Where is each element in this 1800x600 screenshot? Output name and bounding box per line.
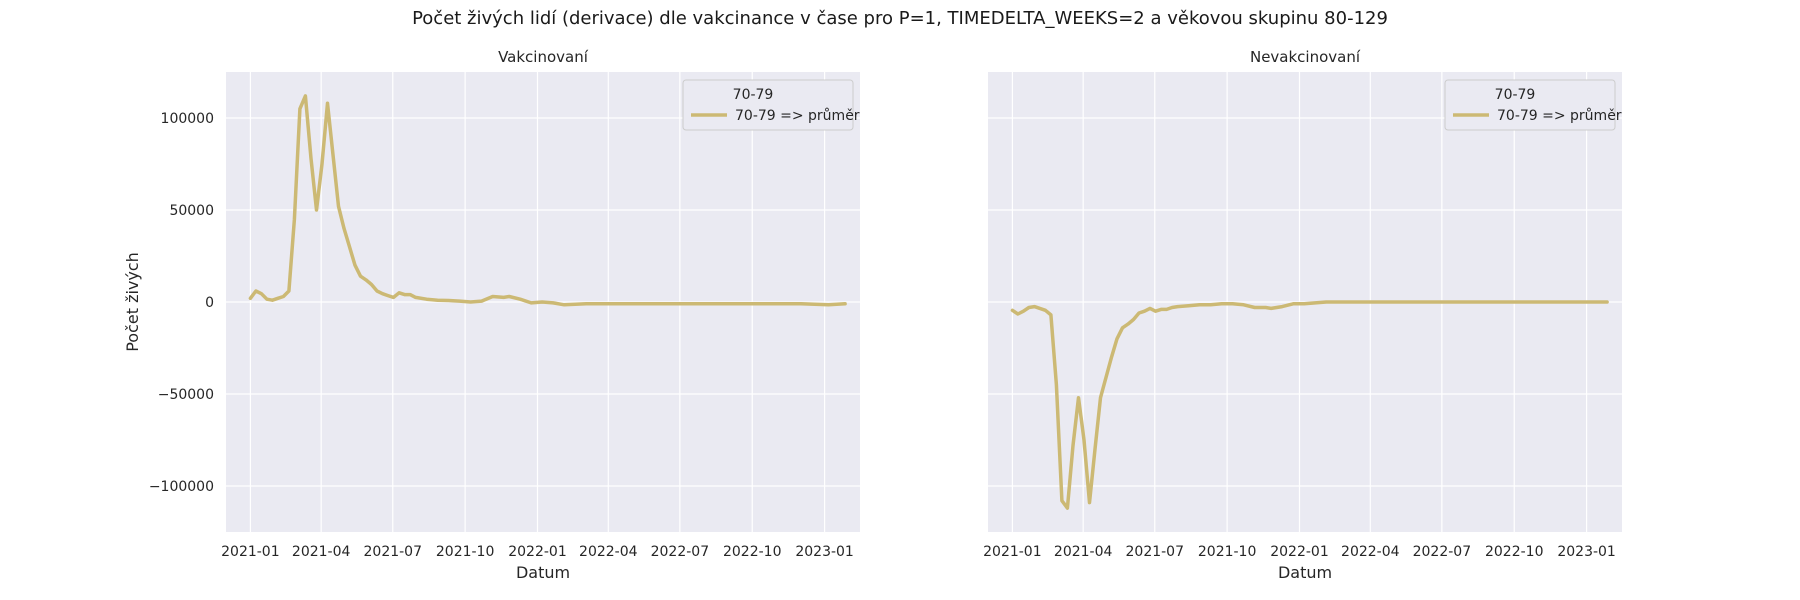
panel2-title: Nevakcinovaní [1250,48,1361,66]
panel2-x-tick-label: 2021-07 [1126,544,1185,560]
panel1-y-tick-label: 0 [205,295,214,311]
panel2-x-tick-label: 2023-01 [1557,544,1616,560]
panel1-legend-entry: 70-79 => průměr [735,108,860,124]
panel1-y-tick-label: 50000 [169,203,214,219]
panel1-x-tick-label: 2021-07 [364,544,423,560]
panel2-legend-title: 70-79 [1495,87,1536,103]
panel1-legend-title: 70-79 [733,87,774,103]
panel1-y-tick-label: 100000 [161,111,214,127]
panel2-x-tick-label: 2022-10 [1485,544,1544,560]
panel1-x-tick-label: 2021-01 [221,544,280,560]
panel1-y-tick-label: −50000 [158,387,214,403]
panel1-y-tick-label: −100000 [149,479,214,495]
panel1-x-axis-label: Datum [516,563,570,582]
panel2-x-tick-label: 2022-04 [1341,544,1400,560]
panel1-x-tick-label: 2021-04 [292,544,351,560]
panel2-x-axis-label: Datum [1278,563,1332,582]
panel1-legend [682,79,854,131]
panel1-x-tick-label: 2022-01 [508,544,567,560]
panel2-legend [1444,79,1616,131]
panel2-x-tick-label: 2022-01 [1270,544,1329,560]
panel1-series-line [248,94,847,307]
panel1-x-tick-label: 2022-04 [579,544,638,560]
panel1-title: Vakcinovaní [498,48,589,66]
panel1-x-tick-label: 2023-01 [795,544,854,560]
panel2-x-tick-label: 2022-07 [1413,544,1472,560]
panel2-series-line [1010,300,1609,510]
panel2-x-tick-label: 2021-01 [983,544,1042,560]
panel2-legend-entry: 70-79 => průměr [1497,108,1622,124]
panel2-x-tick-label: 2021-04 [1054,544,1113,560]
panel1-y-axis-label: Počet živých [123,252,142,352]
panel2-x-tick-label: 2021-10 [1198,544,1257,560]
panel1-x-tick-label: 2022-07 [651,544,710,560]
panel1-x-tick-label: 2022-10 [723,544,782,560]
panel1-x-tick-label: 2021-10 [436,544,495,560]
figure-title: Počet živých lidí (derivace) dle vakcina… [412,8,1388,29]
